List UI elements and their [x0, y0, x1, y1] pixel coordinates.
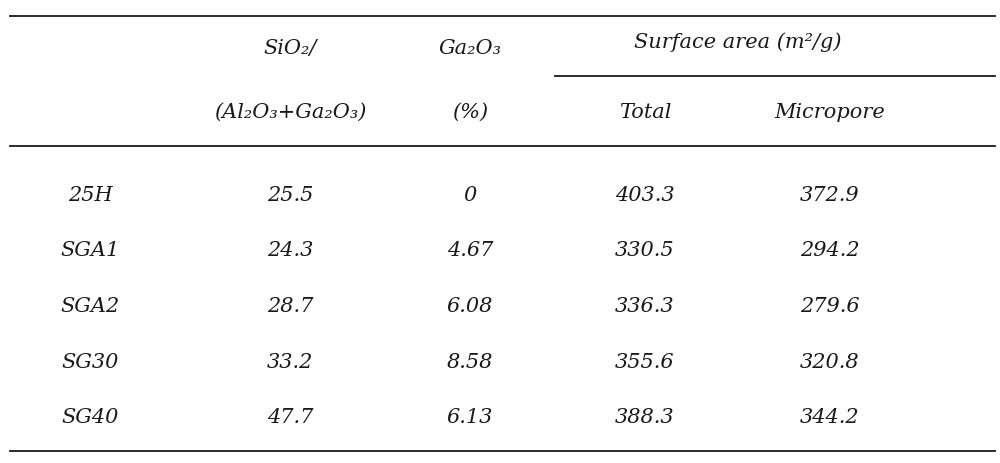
Text: SGA2: SGA2	[60, 297, 120, 316]
Text: Micropore: Micropore	[775, 102, 885, 122]
Text: SGA1: SGA1	[60, 241, 120, 261]
Text: 6.08: 6.08	[447, 297, 493, 316]
Text: (%): (%)	[452, 102, 488, 122]
Text: (Al₂O₃+Ga₂O₃): (Al₂O₃+Ga₂O₃)	[214, 102, 366, 122]
Text: SG30: SG30	[61, 352, 119, 372]
Text: 372.9: 372.9	[800, 186, 860, 205]
Text: 6.13: 6.13	[447, 408, 493, 427]
Text: 28.7: 28.7	[267, 297, 313, 316]
Text: Total: Total	[619, 102, 671, 122]
Text: 355.6: 355.6	[615, 352, 675, 372]
Text: SG40: SG40	[61, 408, 119, 427]
Text: 24.3: 24.3	[267, 241, 313, 261]
Text: 344.2: 344.2	[800, 408, 860, 427]
Text: 33.2: 33.2	[267, 352, 313, 372]
Text: 8.58: 8.58	[447, 352, 493, 372]
Text: 330.5: 330.5	[615, 241, 675, 261]
Text: 320.8: 320.8	[800, 352, 860, 372]
Text: 47.7: 47.7	[267, 408, 313, 427]
Text: 4.67: 4.67	[447, 241, 493, 261]
Text: Surface area (m²/g): Surface area (m²/g)	[634, 32, 841, 51]
Text: Ga₂O₃: Ga₂O₃	[438, 39, 502, 58]
Text: 336.3: 336.3	[615, 297, 675, 316]
Text: 25H: 25H	[68, 186, 112, 205]
Text: 403.3: 403.3	[615, 186, 675, 205]
Text: 388.3: 388.3	[615, 408, 675, 427]
Text: SiO₂/: SiO₂/	[263, 39, 317, 58]
Text: 25.5: 25.5	[267, 186, 313, 205]
Text: 279.6: 279.6	[800, 297, 860, 316]
Text: 294.2: 294.2	[800, 241, 860, 261]
Text: 0: 0	[463, 186, 477, 205]
